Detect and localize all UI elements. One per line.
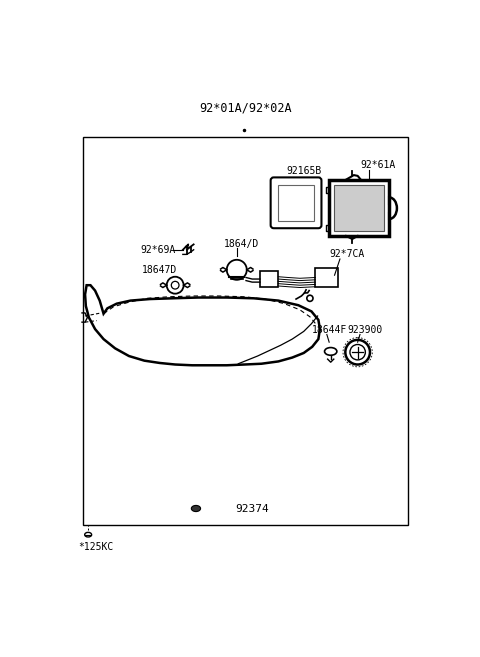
Text: 92*61A: 92*61A <box>360 160 395 170</box>
Text: 92165B: 92165B <box>287 166 322 176</box>
Text: *125KC: *125KC <box>78 542 113 552</box>
Text: 18644F: 18644F <box>312 325 348 335</box>
Text: 1864/D: 1864/D <box>224 238 259 248</box>
Text: 92374: 92374 <box>235 503 269 514</box>
Text: 92*7CA: 92*7CA <box>329 250 364 260</box>
Ellipse shape <box>192 505 201 512</box>
Text: 92*69A: 92*69A <box>141 245 176 255</box>
Bar <box>278 185 314 221</box>
Bar <box>334 185 384 231</box>
Text: 92*01A/92*02A: 92*01A/92*02A <box>200 102 292 114</box>
Bar <box>83 137 408 526</box>
Text: 923900: 923900 <box>348 325 383 335</box>
Bar <box>315 268 338 286</box>
Text: 18647D: 18647D <box>142 265 177 275</box>
Bar <box>260 271 278 286</box>
